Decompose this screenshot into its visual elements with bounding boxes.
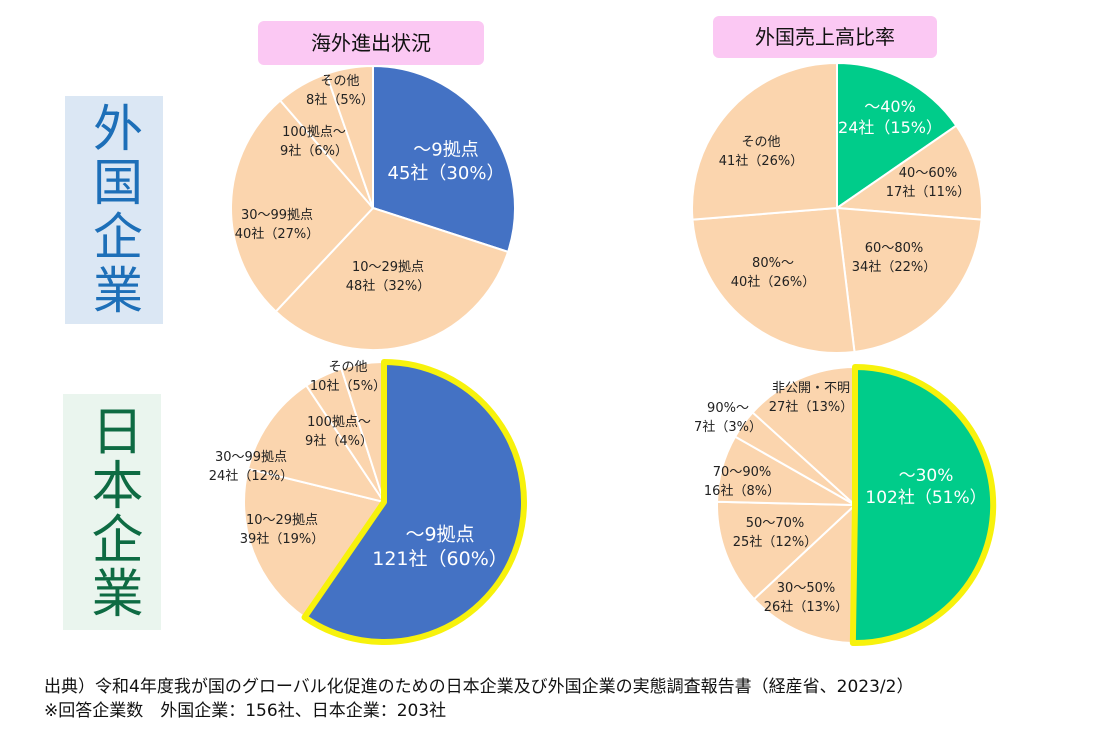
- pie-slice-label: その他 10社（5%）: [310, 360, 386, 394]
- pie-slice-label-line: 80%～: [752, 256, 794, 271]
- pie-chart-japan-overseas: ～9拠点 121社（60%） 10～29拠点 39社（19%） 30～99拠点 24社（1…: [209, 359, 527, 645]
- pie-slice: [274, 206, 510, 351]
- pie-slice-label: 80%～ 40社（26%）: [731, 256, 815, 290]
- row-label-foreign-companies: 外国企業: [65, 96, 163, 324]
- row-label-japanese-companies: 日本企業: [63, 394, 161, 630]
- footer-source: 出典）令和4年度我が国のグローバル化促進のための日本企業及び外国企業の実態調査報…: [44, 677, 914, 697]
- pie-slice-label-line: その他: [741, 135, 780, 150]
- pie-slice-label-line: 26社（13%）: [764, 599, 848, 615]
- pie-slice-label-line: 102社（51%）: [865, 488, 986, 508]
- pie-slice-label-line: ～40%: [864, 97, 916, 116]
- pie-slice-label-line: 100拠点～: [282, 125, 346, 140]
- pie-slice-label: ～30% 102社（51%）: [865, 466, 986, 508]
- pie-slice: [246, 384, 387, 504]
- pie-slice: [836, 61, 958, 210]
- pie-slice-label-line: その他: [320, 74, 359, 89]
- pie-slice-label: 60～80% 34社（22%）: [852, 241, 936, 275]
- pie-slice: [325, 64, 374, 209]
- pie-slice: [691, 61, 838, 221]
- pie-slice-label: 50～70% 25社（12%）: [733, 516, 817, 550]
- pie-slice-label: ～9拠点 121社（60%）: [372, 523, 508, 570]
- pie-slice-label: ～9拠点 45社（30%）: [388, 140, 505, 184]
- pie-slice-label-line: ～9拠点: [405, 523, 474, 545]
- pie-slice-label: 非公開・不明 27社（13%）: [769, 381, 853, 415]
- pie-slice-label-line: 45社（30%）: [388, 163, 505, 184]
- row-label-text: 日本企業: [82, 404, 142, 620]
- pie-slice-label-line: 16社（8%）: [704, 483, 780, 499]
- pie-slice-label-line: 30～50%: [777, 581, 835, 596]
- pie-slice: [691, 206, 856, 354]
- pie-chart-foreign-overseas: ～9拠点 45社（30%） 10～29拠点 48社（32%） 30～99拠点 40社（27…: [230, 64, 516, 351]
- column-header-foreign-sales-ratio: 外国売上高比率: [713, 16, 937, 58]
- pie-slice-label: 30～50% 26社（13%）: [764, 581, 848, 615]
- pie-slice: [834, 124, 983, 221]
- pie-slice-label: 40～60% 17社（11%）: [886, 166, 970, 200]
- column-header-overseas-expansion: 海外進出状況: [258, 21, 484, 65]
- pie-slice-label: その他 41社（26%）: [719, 135, 803, 169]
- pie-slice-label-line: 90%～: [707, 401, 749, 416]
- pie-slice: [716, 500, 858, 601]
- row-label-text: 外国企業: [85, 102, 143, 318]
- pie-slice: [243, 467, 386, 619]
- pie-slice-label: 30～99拠点 24社（12%）: [209, 450, 293, 484]
- pie-slice: [372, 64, 516, 254]
- pie-slice-label-line: 48社（32%）: [346, 278, 430, 294]
- pie-slice-label: 90%～ 7社（3%）: [694, 401, 762, 435]
- pie-slice-label: ～40% 24社（15%）: [838, 97, 942, 137]
- pie-slice-highlight: [849, 364, 997, 646]
- pie-chart-japan-ratio: ～30% 102社（51%） 30～50% 26社（13%） 50～70% 25社（12%…: [694, 364, 997, 646]
- pie-slice-label-line: 9社（4%）: [305, 433, 373, 449]
- pie-slice-label-line: 40社（26%）: [731, 274, 815, 290]
- pie-slice-label-line: 121社（60%）: [372, 548, 508, 570]
- pie-slice-label-line: 7社（3%）: [694, 419, 762, 435]
- pie-slice-label-line: 30～99拠点: [241, 208, 313, 223]
- pie-slice-label-line: 39社（19%）: [240, 531, 324, 547]
- pie-slice-label-line: 50～70%: [746, 516, 804, 531]
- pie-slice: [752, 502, 857, 644]
- pie-slice-label-line: 34社（22%）: [852, 259, 936, 275]
- pie-slice: [751, 365, 856, 508]
- pie-slice-label: 100拠点～ 9社（4%）: [305, 415, 373, 449]
- pie-slice-label-line: その他: [328, 360, 367, 375]
- pie-slice-label-line: 10社（5%）: [310, 378, 386, 394]
- pie-slice-label-line: 10～29拠点: [246, 513, 318, 528]
- pie-slice-label: 100拠点～ 9社（6%）: [280, 125, 348, 159]
- footer-note: ※回答企業数 外国企業：156社、日本企業：203社: [44, 701, 447, 721]
- pie-slice-label-line: 70～90%: [713, 465, 771, 480]
- pie-slice-label-line: 40～60%: [899, 166, 957, 181]
- pie-slice-label-line: 8社（5%）: [306, 92, 374, 108]
- pie-slice-label-line: 100拠点～: [307, 415, 371, 430]
- pie-slice-label-line: 9社（6%）: [280, 143, 348, 159]
- pie-slice-label-line: 24社（12%）: [209, 468, 293, 484]
- pie-slice-label-line: 27社（13%）: [769, 399, 853, 415]
- pie-slice-highlight: [301, 359, 527, 645]
- pie-chart-foreign-ratio: ～40% 24社（15%） 40～60% 17社（11%） 60～80% 34社（22%）…: [691, 61, 983, 354]
- pie-slice-label-line: 24社（15%）: [838, 118, 942, 137]
- pie-slice-label-line: 40社（27%）: [235, 226, 319, 242]
- pie-slice-label-line: 10～29拠点: [352, 260, 424, 275]
- pie-slice: [835, 206, 983, 354]
- pie-slice-label-line: 17社（11%）: [886, 184, 970, 200]
- pie-slice-label: 10～29拠点 39社（19%）: [240, 513, 324, 547]
- pie-slice-label-line: ～30%: [899, 466, 954, 486]
- pie-slice-label-line: 非公開・不明: [772, 381, 850, 396]
- pie-slice: [230, 99, 375, 313]
- pie-slice-label: 10～29拠点 48社（32%）: [346, 260, 430, 294]
- pie-slice-label: 70～90% 16社（8%）: [704, 465, 780, 499]
- pie-slice-label: 30～99拠点 40社（27%）: [235, 208, 319, 242]
- pie-slice-label-line: ～9拠点: [413, 140, 478, 161]
- pie-slice-label-line: 60～80%: [865, 241, 923, 256]
- pie-slice-label: その他 8社（5%）: [306, 74, 374, 108]
- pie-slice-label-line: 30～99拠点: [215, 450, 287, 465]
- pie-slice-label-line: 25社（12%）: [733, 534, 817, 550]
- pie-slice-label-line: 41社（26%）: [719, 153, 803, 169]
